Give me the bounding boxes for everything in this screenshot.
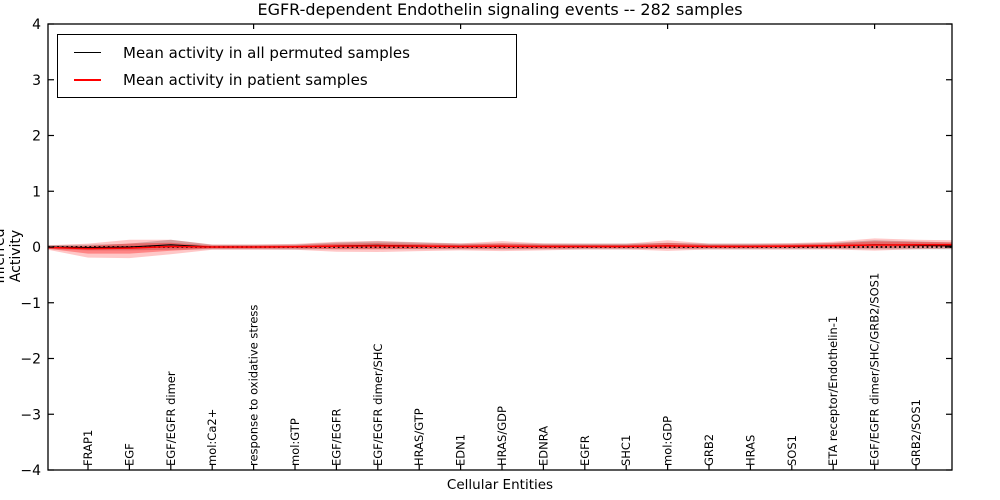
xaxis-label: Cellular Entities: [446, 477, 554, 493]
x-tick-label: EGFR: [578, 435, 592, 466]
legend: Mean activity in all permuted samples Me…: [57, 34, 517, 98]
legend-entry-patient: Mean activity in patient samples: [74, 67, 516, 93]
x-tick-label: EDNRA: [536, 426, 550, 466]
y-tick-label: −3: [20, 407, 41, 423]
x-tick-label: response to oxidative stress: [247, 305, 261, 466]
x-tick-label: EGF: [122, 443, 136, 466]
y-tick-label: 3: [32, 73, 41, 89]
x-tick-label: EGF/EGFR: [329, 409, 343, 466]
y-tick-label: 0: [32, 240, 41, 256]
patient-mean-line: [47, 244, 952, 250]
legend-label-permuted: Mean activity in all permuted samples: [123, 43, 410, 62]
y-tick-label: 1: [32, 184, 41, 200]
x-tick-label: mol:GTP: [288, 418, 302, 466]
x-tick-label: GRB2: [702, 434, 716, 466]
y-tick-label: 4: [32, 17, 41, 33]
x-tick-label: EGF/EGFR dimer/SHC: [371, 344, 385, 466]
x-tick-label: EDN1: [454, 434, 468, 466]
axes-frame: [47, 23, 953, 471]
x-tick-label: mol:GDP: [661, 416, 675, 466]
chart-title: EGFR-dependent Endothelin signaling even…: [257, 0, 743, 19]
x-tick-label: SOS1: [785, 435, 799, 466]
legend-line-red: [74, 78, 101, 81]
x-tick-label: SHC1: [619, 435, 633, 466]
patient-violin-band-outer: [48, 238, 952, 259]
x-tick-label: EGF/EGFR dimer/SHC/GRB2/SOS1: [868, 273, 882, 466]
x-tick-label: HRAS/GDP: [495, 406, 509, 466]
x-tick-label: EGF/EGFR dimer: [164, 371, 178, 466]
y-tick-label: 2: [32, 129, 41, 145]
legend-entry-permuted: Mean activity in all permuted samples: [74, 40, 516, 66]
x-tick-label: mol:Ca2+: [205, 409, 219, 466]
x-tick-label: GRB2/SOS1: [909, 399, 923, 466]
y-tick-label: −2: [20, 352, 41, 368]
legend-label-patient: Mean activity in patient samples: [123, 70, 368, 89]
x-tick-label: FRAP1: [81, 430, 95, 466]
x-tick-label: HRAS/GTP: [412, 408, 426, 466]
yaxis-label: Inferred Activity: [0, 228, 24, 284]
x-tick-label: HRAS: [743, 435, 757, 466]
y-tick-label: −4: [20, 463, 41, 479]
y-tick-label: −1: [20, 296, 41, 312]
x-tick-label: ETA receptor/Endothelin-1: [826, 316, 840, 466]
legend-line-black: [74, 52, 101, 53]
